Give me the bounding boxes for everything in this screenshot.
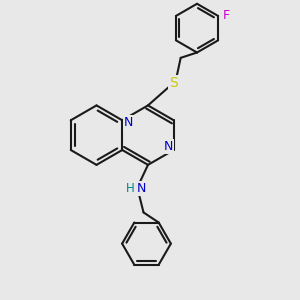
Text: N: N [124, 116, 134, 129]
Text: N: N [164, 140, 173, 153]
Text: H: H [126, 182, 135, 195]
Text: N: N [137, 182, 146, 195]
Text: S: S [169, 76, 178, 90]
Text: F: F [223, 10, 230, 22]
